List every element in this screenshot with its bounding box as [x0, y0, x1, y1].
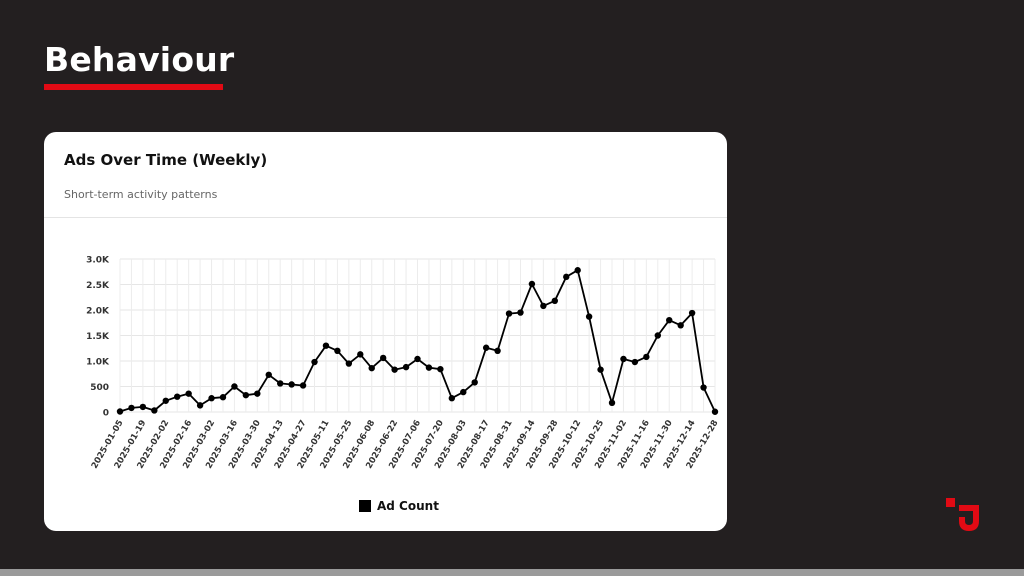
card-divider [44, 217, 727, 218]
data-point [711, 408, 719, 415]
y-tick-label: 1.5K [86, 332, 110, 342]
chart-card: Ads Over Time (Weekly) Short-term activi… [44, 132, 727, 531]
data-point [517, 309, 524, 316]
title-underline [44, 84, 223, 90]
legend-swatch [359, 500, 371, 512]
data-point [276, 380, 284, 387]
data-point [345, 360, 353, 367]
data-point [551, 297, 559, 305]
y-tick-label: 0 [103, 409, 109, 419]
chart-subtitle: Short-term activity patterns [64, 188, 218, 201]
data-point [208, 395, 215, 402]
data-point [597, 366, 604, 373]
data-point [643, 353, 650, 361]
data-point [265, 371, 272, 378]
data-point [654, 332, 661, 339]
data-point [448, 395, 456, 402]
data-point [219, 394, 227, 401]
data-point [437, 365, 444, 373]
data-point [139, 403, 147, 411]
data-point [402, 363, 410, 371]
y-tick-label: 2.5K [86, 281, 110, 291]
data-point [494, 347, 501, 354]
chart-title: Ads Over Time (Weekly) [64, 151, 268, 169]
data-point [460, 388, 467, 396]
data-point [574, 267, 581, 274]
y-tick-label: 500 [90, 383, 109, 393]
data-point [585, 313, 593, 320]
legend-label: Ad Count [377, 499, 439, 513]
data-point [391, 366, 398, 373]
data-point [608, 399, 616, 407]
data-point [242, 391, 250, 399]
data-point [185, 390, 192, 397]
data-point [540, 302, 547, 310]
data-point [425, 364, 433, 371]
data-point [162, 397, 169, 404]
data-point [620, 355, 627, 363]
data-point [128, 404, 135, 412]
data-point [174, 393, 181, 400]
data-point [677, 322, 684, 329]
line-chart: 05001.0K1.5K2.0K2.5K3.0K2025-01-052025-0… [86, 256, 721, 471]
data-point [368, 364, 375, 372]
data-point [151, 407, 158, 414]
data-point [666, 317, 673, 324]
data-point [196, 402, 204, 409]
data-point [379, 354, 387, 362]
y-tick-label: 2.0K [86, 307, 110, 317]
data-point [299, 382, 307, 389]
data-point [528, 280, 536, 288]
data-point [357, 351, 364, 358]
data-point [334, 347, 341, 354]
data-point [322, 342, 330, 349]
data-point [116, 408, 124, 415]
data-point [254, 390, 261, 397]
data-point [288, 381, 295, 388]
data-point [505, 310, 513, 317]
data-point [471, 379, 478, 386]
data-point [563, 273, 570, 281]
y-tick-label: 1.0K [86, 358, 110, 368]
data-point [631, 358, 639, 366]
bottom-bar [0, 569, 1024, 576]
data-point [414, 355, 421, 363]
y-tick-label: 3.0K [86, 256, 110, 266]
data-point [231, 383, 238, 390]
data-point [688, 309, 696, 317]
data-point [700, 384, 707, 391]
data-point [482, 344, 490, 351]
chart-legend[interactable]: Ad Count [359, 499, 439, 513]
brand-logo-icon [946, 498, 979, 531]
data-point [311, 358, 318, 366]
slide-title: Behaviour [44, 40, 235, 79]
